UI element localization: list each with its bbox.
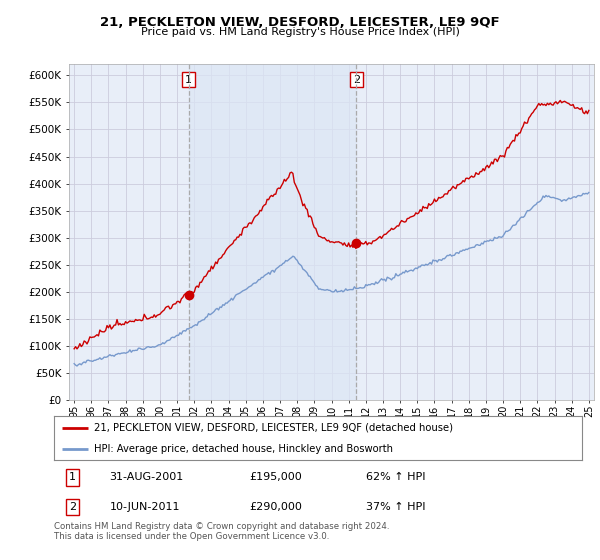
Text: 31-AUG-2001: 31-AUG-2001 (109, 473, 184, 482)
Text: 10-JUN-2011: 10-JUN-2011 (109, 502, 180, 512)
Bar (188, 64, 356, 400)
Text: 21, PECKLETON VIEW, DESFORD, LEICESTER, LE9 9QF (detached house): 21, PECKLETON VIEW, DESFORD, LEICESTER, … (94, 423, 452, 433)
Text: £290,000: £290,000 (250, 502, 302, 512)
Text: 37% ↑ HPI: 37% ↑ HPI (365, 502, 425, 512)
Text: HPI: Average price, detached house, Hinckley and Bosworth: HPI: Average price, detached house, Hinc… (94, 444, 392, 454)
Text: £195,000: £195,000 (250, 473, 302, 482)
Text: 2: 2 (353, 74, 360, 85)
Text: 62% ↑ HPI: 62% ↑ HPI (365, 473, 425, 482)
Text: Contains HM Land Registry data © Crown copyright and database right 2024.
This d: Contains HM Land Registry data © Crown c… (54, 522, 389, 542)
Text: 2: 2 (69, 502, 76, 512)
Text: 1: 1 (185, 74, 192, 85)
Text: Price paid vs. HM Land Registry's House Price Index (HPI): Price paid vs. HM Land Registry's House … (140, 27, 460, 37)
Text: 1: 1 (69, 473, 76, 482)
Text: 21, PECKLETON VIEW, DESFORD, LEICESTER, LE9 9QF: 21, PECKLETON VIEW, DESFORD, LEICESTER, … (100, 16, 500, 29)
